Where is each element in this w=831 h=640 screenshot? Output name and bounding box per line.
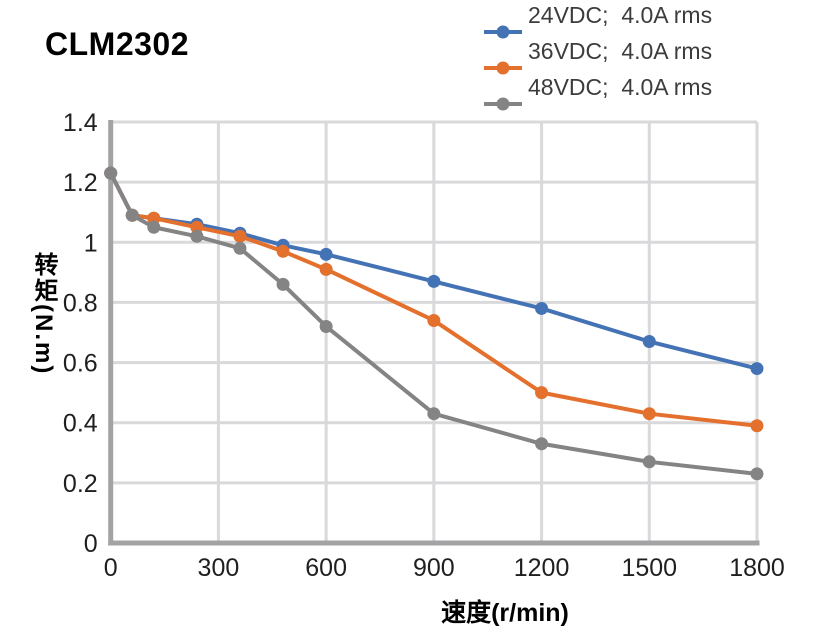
- axis-spines: [108, 120, 760, 546]
- data-point-marker: [104, 166, 118, 180]
- data-point-marker: [535, 437, 549, 451]
- legend-label: 48VDC; 4.0A rms: [528, 74, 713, 100]
- y-tick-label: 1.4: [63, 109, 98, 137]
- data-point-marker: [427, 313, 441, 327]
- y-tick-label: 0.8: [63, 289, 98, 317]
- data-point-marker: [147, 220, 161, 234]
- x-tick-label: 300: [198, 554, 240, 582]
- y-tick-label: 0.6: [63, 350, 98, 378]
- legend-item-48vdc: 48VDC; 4.0A rms: [483, 72, 823, 111]
- data-point-marker: [190, 220, 204, 234]
- y-tick-label: 1.2: [63, 169, 98, 197]
- data-point-marker: [276, 277, 290, 291]
- data-point-marker: [750, 362, 764, 376]
- y-tick-label: 1: [84, 229, 98, 257]
- x-tick-label: 1200: [514, 554, 570, 582]
- data-point-marker: [276, 244, 290, 258]
- data-point-marker: [147, 211, 161, 225]
- x-tick-label: 0: [104, 554, 118, 582]
- x-tick-label: 900: [413, 554, 455, 582]
- data-point-marker: [642, 407, 656, 421]
- series-36vdc: [104, 166, 764, 433]
- legend-item-24vdc: 24VDC; 4.0A rms: [483, 0, 823, 39]
- legend-label: 24VDC; 4.0A rms: [528, 2, 713, 28]
- y-tick-label: 0.4: [63, 410, 98, 438]
- y-tick-label: 0.2: [63, 470, 98, 498]
- data-point-marker: [319, 247, 333, 261]
- x-tick-label: 600: [305, 554, 347, 582]
- data-point-marker: [427, 407, 441, 421]
- chart-title: CLM2302: [45, 26, 189, 62]
- data-point-marker: [319, 319, 333, 333]
- data-point-marker: [125, 208, 139, 222]
- data-point-marker: [535, 386, 549, 400]
- data-point-marker: [642, 455, 656, 469]
- legend-label: 36VDC; 4.0A rms: [528, 38, 713, 64]
- tick-labels: 0 0.2 0.4 0.6 0.8 1 1.2 1.4 0 300 600 900 1200 1500 18…: [63, 109, 785, 582]
- legend: 24VDC; 4.0A rms 36VDC; 4.0A rms 48VDC; 4…: [483, 0, 823, 111]
- y-tick-label: 0: [84, 530, 98, 558]
- line-marker-icon: [484, 25, 522, 39]
- series-48vdc: [104, 166, 764, 481]
- data-point-marker: [233, 229, 247, 243]
- x-axis-title: 速度(r/min): [441, 599, 569, 627]
- data-point-marker: [190, 229, 204, 243]
- gridlines: [110, 120, 759, 543]
- data-point-marker: [319, 262, 333, 276]
- x-tick-label: 1500: [621, 554, 677, 582]
- data-point-marker: [750, 419, 764, 433]
- data-point-marker: [750, 467, 764, 481]
- legend-item-36vdc: 36VDC; 4.0A rms: [483, 36, 823, 75]
- data-point-marker: [642, 335, 656, 349]
- line-marker-icon: [484, 97, 522, 111]
- data-point-marker: [427, 274, 441, 288]
- y-axis-title: 转矩(N.m): [30, 252, 57, 376]
- data-point-marker: [535, 301, 549, 315]
- x-tick-label: 1800: [729, 554, 785, 582]
- line-marker-icon: [484, 61, 522, 75]
- data-point-marker: [233, 241, 247, 255]
